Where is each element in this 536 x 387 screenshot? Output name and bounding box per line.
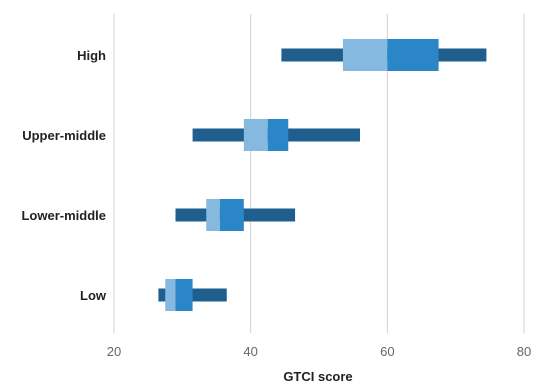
x-tick-label: 80 — [517, 344, 531, 359]
boxes — [158, 39, 487, 311]
box-high — [281, 39, 487, 71]
x-tick-label: 40 — [243, 344, 257, 359]
box-upper-half — [267, 119, 289, 151]
x-axis-title: GTCI score — [283, 369, 352, 384]
category-label: High — [77, 48, 106, 63]
box-upper-middle — [192, 119, 360, 151]
category-label: Lower-middle — [21, 208, 106, 223]
box-upper-half — [219, 199, 244, 231]
box-lower-half — [165, 279, 176, 311]
box-upper-half — [175, 279, 193, 311]
category-labels: High Upper-middle Lower-middle Low — [21, 48, 106, 303]
category-label: Low — [80, 288, 107, 303]
box-upper-half — [387, 39, 439, 71]
x-tick-label: 20 — [107, 344, 121, 359]
box-lower-half — [206, 199, 220, 231]
x-tick-label: 60 — [380, 344, 394, 359]
box-lower-half — [342, 39, 388, 71]
x-tick-labels: 20 40 60 80 — [107, 344, 531, 359]
box-lower-middle — [175, 199, 296, 231]
category-label: Upper-middle — [22, 128, 106, 143]
box-low — [158, 279, 227, 311]
box-lower-half — [243, 119, 268, 151]
